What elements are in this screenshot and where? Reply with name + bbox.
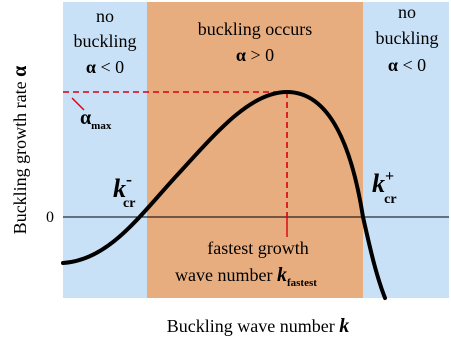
left-region-condition: α < 0	[86, 57, 124, 77]
y-axis-label: Buckling growth rate α	[9, 66, 31, 235]
right-region-condition: α < 0	[388, 55, 426, 75]
right-region-line2: buckling	[376, 28, 439, 48]
alpha-max-label: αmax	[80, 107, 112, 132]
left-region-line2: buckling	[74, 31, 137, 51]
no-buckling-region-right	[363, 2, 449, 298]
k-cr-plus-label: k+ cr	[372, 168, 397, 207]
buckling-region	[147, 2, 363, 298]
right-region-line1: no	[398, 2, 416, 22]
growth-rate-curve	[61, 89, 387, 300]
left-region-line1: no	[96, 6, 114, 26]
fastest-label-line2: wave number kfastest	[175, 264, 317, 289]
zero-label: 0	[46, 209, 54, 226]
k-cr-minus-label: k-cr	[113, 169, 135, 211]
middle-region-line1: buckling occurs	[198, 19, 312, 39]
fastest-label-line1: fastest growth	[207, 238, 308, 258]
x-axis-label: Buckling wave number k	[167, 315, 349, 337]
middle-region-condition: α > 0	[236, 45, 274, 65]
alpha-max-leader-line	[71, 97, 85, 111]
